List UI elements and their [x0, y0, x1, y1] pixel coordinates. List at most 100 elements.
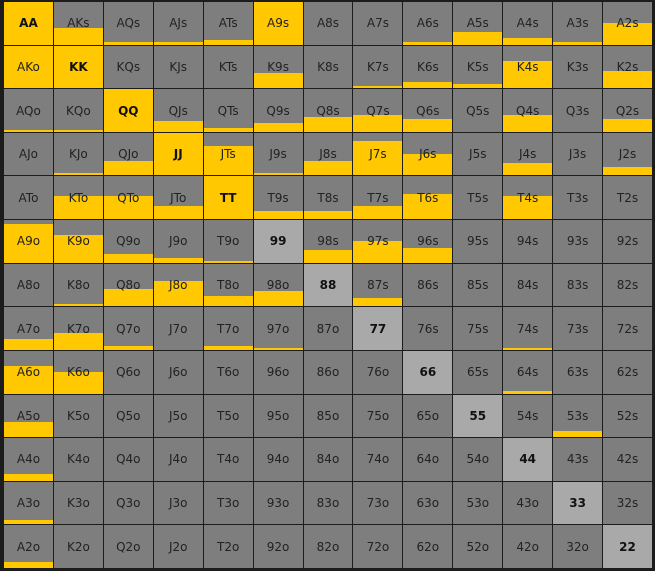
hand-cell-93o[interactable]: 93o: [253, 481, 303, 525]
hand-cell-A3s[interactable]: A3s: [553, 2, 603, 45]
hand-cell-72o[interactable]: 72o: [353, 525, 403, 568]
hand-cell-K7s[interactable]: K7s: [353, 45, 403, 89]
hand-cell-98s[interactable]: 98s: [303, 220, 353, 263]
hand-cell-K3o[interactable]: K3o: [53, 481, 103, 525]
hand-cell-92o[interactable]: 92o: [253, 525, 303, 568]
hand-cell-J9s[interactable]: J9s: [253, 132, 303, 176]
hand-cell-T4o[interactable]: T4o: [203, 438, 253, 481]
hand-cell-76s[interactable]: 76s: [403, 307, 453, 350]
hand-cell-64o[interactable]: 64o: [403, 438, 453, 481]
hand-cell-42o[interactable]: 42o: [503, 525, 553, 568]
hand-cell-75o[interactable]: 75o: [353, 394, 403, 438]
hand-cell-Q8s[interactable]: Q8s: [303, 89, 353, 132]
hand-cell-54o[interactable]: 54o: [453, 438, 503, 481]
hand-cell-A7s[interactable]: A7s: [353, 2, 403, 45]
hand-cell-83s[interactable]: 83s: [553, 263, 603, 307]
hand-cell-84s[interactable]: 84s: [503, 263, 553, 307]
hand-cell-K4o[interactable]: K4o: [53, 438, 103, 481]
hand-cell-Q5s[interactable]: Q5s: [453, 89, 503, 132]
hand-cell-72s[interactable]: 72s: [603, 307, 652, 350]
hand-cell-Q9o[interactable]: Q9o: [103, 220, 153, 263]
hand-cell-93s[interactable]: 93s: [553, 220, 603, 263]
hand-cell-A7o[interactable]: A7o: [4, 307, 53, 350]
hand-cell-32o[interactable]: 32o: [553, 525, 603, 568]
hand-cell-Q6s[interactable]: Q6s: [403, 89, 453, 132]
hand-cell-65s[interactable]: 65s: [453, 350, 503, 394]
hand-cell-73s[interactable]: 73s: [553, 307, 603, 350]
hand-cell-99[interactable]: 99: [253, 220, 303, 263]
hand-cell-J5o[interactable]: J5o: [153, 394, 203, 438]
hand-cell-QTo[interactable]: QTo: [103, 176, 153, 220]
hand-cell-Q3o[interactable]: Q3o: [103, 481, 153, 525]
hand-cell-K6o[interactable]: K6o: [53, 350, 103, 394]
hand-cell-JTs[interactable]: JTs: [203, 132, 253, 176]
hand-cell-Q7o[interactable]: Q7o: [103, 307, 153, 350]
hand-cell-K8s[interactable]: K8s: [303, 45, 353, 89]
hand-cell-AJo[interactable]: AJo: [4, 132, 53, 176]
hand-cell-K8o[interactable]: K8o: [53, 263, 103, 307]
hand-cell-AA[interactable]: AA: [4, 2, 53, 45]
hand-cell-T7o[interactable]: T7o: [203, 307, 253, 350]
hand-cell-T5o[interactable]: T5o: [203, 394, 253, 438]
hand-cell-QJo[interactable]: QJo: [103, 132, 153, 176]
hand-cell-A6o[interactable]: A6o: [4, 350, 53, 394]
hand-cell-T2o[interactable]: T2o: [203, 525, 253, 568]
hand-cell-64s[interactable]: 64s: [503, 350, 553, 394]
hand-cell-J2o[interactable]: J2o: [153, 525, 203, 568]
hand-cell-K4s[interactable]: K4s: [503, 45, 553, 89]
hand-cell-T6s[interactable]: T6s: [403, 176, 453, 220]
hand-cell-44[interactable]: 44: [503, 438, 553, 481]
hand-cell-94s[interactable]: 94s: [503, 220, 553, 263]
hand-cell-52o[interactable]: 52o: [453, 525, 503, 568]
hand-cell-K3s[interactable]: K3s: [553, 45, 603, 89]
hand-cell-AQs[interactable]: AQs: [103, 2, 153, 45]
hand-cell-Q6o[interactable]: Q6o: [103, 350, 153, 394]
hand-cell-T5s[interactable]: T5s: [453, 176, 503, 220]
hand-cell-Q4o[interactable]: Q4o: [103, 438, 153, 481]
hand-cell-J5s[interactable]: J5s: [453, 132, 503, 176]
hand-cell-32s[interactable]: 32s: [603, 481, 652, 525]
hand-cell-AKs[interactable]: AKs: [53, 2, 103, 45]
hand-cell-KTs[interactable]: KTs: [203, 45, 253, 89]
hand-cell-A8o[interactable]: A8o: [4, 263, 53, 307]
hand-cell-KTo[interactable]: KTo: [53, 176, 103, 220]
hand-cell-77[interactable]: 77: [353, 307, 403, 350]
hand-cell-T6o[interactable]: T6o: [203, 350, 253, 394]
hand-cell-J7s[interactable]: J7s: [353, 132, 403, 176]
hand-cell-Q7s[interactable]: Q7s: [353, 89, 403, 132]
hand-cell-KQo[interactable]: KQo: [53, 89, 103, 132]
hand-cell-97s[interactable]: 97s: [353, 220, 403, 263]
hand-cell-KJo[interactable]: KJo: [53, 132, 103, 176]
hand-cell-J8o[interactable]: J8o: [153, 263, 203, 307]
hand-cell-T3s[interactable]: T3s: [553, 176, 603, 220]
hand-cell-95o[interactable]: 95o: [253, 394, 303, 438]
hand-cell-A2o[interactable]: A2o: [4, 525, 53, 568]
hand-cell-AKo[interactable]: AKo: [4, 45, 53, 89]
hand-cell-A4s[interactable]: A4s: [503, 2, 553, 45]
hand-cell-74o[interactable]: 74o: [353, 438, 403, 481]
hand-cell-Q3s[interactable]: Q3s: [553, 89, 603, 132]
hand-cell-A9o[interactable]: A9o: [4, 220, 53, 263]
hand-cell-88[interactable]: 88: [303, 263, 353, 307]
hand-cell-J9o[interactable]: J9o: [153, 220, 203, 263]
hand-cell-T9s[interactable]: T9s: [253, 176, 303, 220]
hand-cell-83o[interactable]: 83o: [303, 481, 353, 525]
hand-cell-87s[interactable]: 87s: [353, 263, 403, 307]
hand-cell-87o[interactable]: 87o: [303, 307, 353, 350]
hand-cell-84o[interactable]: 84o: [303, 438, 353, 481]
hand-cell-K5s[interactable]: K5s: [453, 45, 503, 89]
hand-cell-K9o[interactable]: K9o: [53, 220, 103, 263]
hand-cell-A8s[interactable]: A8s: [303, 2, 353, 45]
hand-cell-52s[interactable]: 52s: [603, 394, 652, 438]
hand-cell-63o[interactable]: 63o: [403, 481, 453, 525]
hand-cell-K5o[interactable]: K5o: [53, 394, 103, 438]
hand-cell-94o[interactable]: 94o: [253, 438, 303, 481]
hand-cell-73o[interactable]: 73o: [353, 481, 403, 525]
hand-cell-QQ[interactable]: QQ: [103, 89, 153, 132]
hand-cell-86o[interactable]: 86o: [303, 350, 353, 394]
hand-cell-KJs[interactable]: KJs: [153, 45, 203, 89]
hand-cell-53s[interactable]: 53s: [553, 394, 603, 438]
hand-cell-53o[interactable]: 53o: [453, 481, 503, 525]
hand-cell-ATo[interactable]: ATo: [4, 176, 53, 220]
hand-cell-Q2o[interactable]: Q2o: [103, 525, 153, 568]
